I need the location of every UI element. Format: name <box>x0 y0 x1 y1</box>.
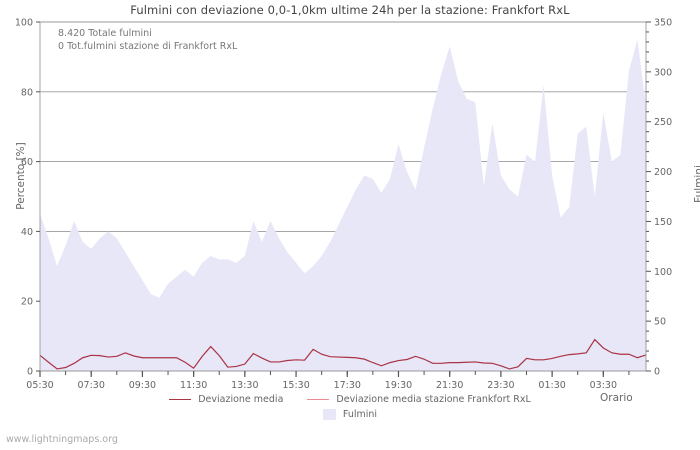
y-axis-label-left: Percento [%] <box>15 142 27 210</box>
svg-text:150: 150 <box>654 217 672 228</box>
svg-text:100: 100 <box>654 267 672 278</box>
legend-item-deviazione-media-stazione: Deviazione media stazione Frankfort RxL <box>307 394 531 405</box>
legend-item-fulmini: Fulmini <box>322 409 378 420</box>
legend-row-secondary: Fulmini <box>0 407 700 422</box>
legend-item-deviazione-media: Deviazione media <box>169 394 283 405</box>
line-series <box>39 338 647 370</box>
legend-label: Fulmini <box>342 409 378 420</box>
svg-text:11:30: 11:30 <box>180 380 207 391</box>
annotation-station-lightning: 0 Tot.fulmini stazione di Frankfort RxL <box>58 41 238 52</box>
footer-url: www.lightningmaps.org <box>6 434 118 445</box>
svg-text:20: 20 <box>21 297 33 308</box>
y-axis-label-right: Fulmini <box>693 165 700 203</box>
svg-text:13:30: 13:30 <box>231 380 258 391</box>
svg-text:05:30: 05:30 <box>26 380 53 391</box>
svg-text:09:30: 09:30 <box>129 380 156 391</box>
area-swatch-icon <box>322 409 336 420</box>
svg-text:250: 250 <box>654 117 672 128</box>
svg-text:19:30: 19:30 <box>385 380 412 391</box>
svg-text:01:30: 01:30 <box>538 380 565 391</box>
line-swatch-icon <box>169 399 192 400</box>
svg-text:300: 300 <box>654 67 672 78</box>
svg-text:200: 200 <box>654 167 672 178</box>
svg-text:07:30: 07:30 <box>78 380 105 391</box>
svg-text:60: 60 <box>21 157 33 168</box>
annotation-total-lightning: 8.420 Totale fulmini <box>58 28 152 39</box>
line-swatch-icon <box>307 399 330 400</box>
svg-text:23:30: 23:30 <box>487 380 514 391</box>
svg-text:15:30: 15:30 <box>282 380 309 391</box>
x-axis-label: Orario <box>600 392 633 404</box>
svg-text:80: 80 <box>21 87 33 98</box>
legend-row-primary: Deviazione media Deviazione media stazio… <box>0 392 700 407</box>
svg-text:50: 50 <box>654 317 666 328</box>
chart-legend: Deviazione media Deviazione media stazio… <box>0 392 700 422</box>
svg-text:100: 100 <box>15 18 33 29</box>
svg-text:0: 0 <box>654 367 660 378</box>
svg-text:40: 40 <box>21 227 33 238</box>
svg-text:17:30: 17:30 <box>334 380 361 391</box>
svg-text:350: 350 <box>654 18 672 29</box>
svg-text:03:30: 03:30 <box>590 380 617 391</box>
page-title: Fulmini con deviazione 0,0-1,0km ultime … <box>130 3 570 17</box>
svg-text:21:30: 21:30 <box>436 380 463 391</box>
legend-label: Deviazione media stazione Frankfort RxL <box>336 394 531 405</box>
svg-text:0: 0 <box>27 367 33 378</box>
legend-label: Deviazione media <box>198 394 284 405</box>
area-series-fulmini <box>40 39 646 371</box>
